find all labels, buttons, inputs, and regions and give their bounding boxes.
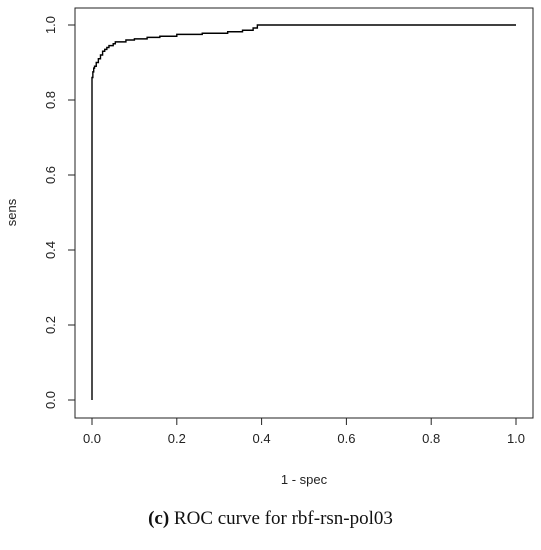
y-tick-label: 0.2 bbox=[43, 316, 58, 334]
x-tick-label: 0.8 bbox=[422, 431, 440, 446]
y-tick-label: 0.4 bbox=[43, 241, 58, 259]
caption-label: (c) bbox=[148, 508, 170, 529]
figure-caption: (c) ROC curve for rbf-rsn-pol03 bbox=[0, 508, 541, 530]
x-tick-label: 0.0 bbox=[83, 431, 101, 446]
y-tick-label: 0.6 bbox=[43, 166, 58, 184]
x-tick-label: 1.0 bbox=[507, 431, 525, 446]
roc-curve-line bbox=[91, 24, 516, 400]
y-tick-label: 0.8 bbox=[43, 91, 58, 109]
y-axis: 0.0 0.2 0.4 0.6 0.8 1.0 bbox=[43, 16, 75, 409]
x-tick-label: 0.4 bbox=[253, 431, 271, 446]
y-axis-title: sens bbox=[4, 198, 19, 226]
caption-text: ROC curve for rbf-rsn-pol03 bbox=[169, 508, 393, 529]
x-tick-label: 0.2 bbox=[168, 431, 186, 446]
y-tick-label: 1.0 bbox=[43, 16, 58, 34]
x-axis-title: 1 - spec bbox=[281, 472, 328, 487]
roc-chart: 0.0 0.2 0.4 0.6 0.8 1.0 0.0 0.2 0.4 0.6 0.8 1.0 1 … bbox=[4, 7, 534, 487]
y-tick-label: 0.0 bbox=[43, 391, 58, 409]
plot-frame bbox=[74, 7, 534, 419]
x-axis: 0.0 0.2 0.4 0.6 0.8 1.0 bbox=[83, 418, 525, 446]
x-tick-label: 0.6 bbox=[337, 431, 355, 446]
